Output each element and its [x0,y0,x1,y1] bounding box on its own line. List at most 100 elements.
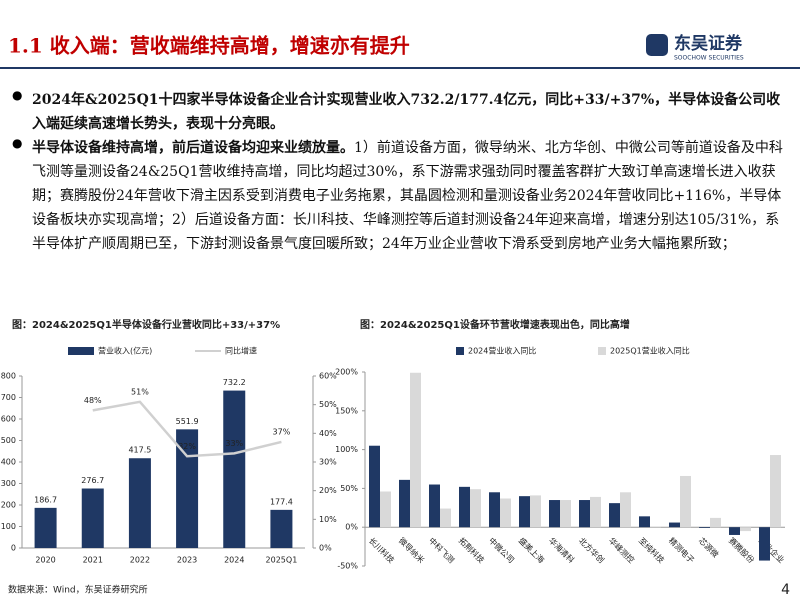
x-tick-label: 微导纳米 [397,535,427,565]
bar [620,492,631,528]
bar [710,517,721,528]
logo-sub: SOOCHOW SECURITIES [674,55,744,62]
legend-swatch [68,347,94,355]
x-tick-label: 2021 [83,556,103,565]
bar [609,503,620,528]
y2-tick-label: 50% [319,400,337,409]
x-tick-label: 芯源微 [697,535,721,559]
bar [440,508,451,528]
bullet-bold: 半导体设备维持高增，前后道设备均迎来业绩放量。 [32,140,354,156]
bar [34,507,57,548]
y-tick-label: 50% [340,484,358,493]
page-title: 1.1 收入端：营收端维持高增，增速亦有提升 [8,34,410,58]
x-tick-label: 华峰测控 [607,535,637,565]
y-tick-label: 600 [1,415,16,424]
bar [519,496,530,528]
legend-swatch [598,347,606,355]
bar [729,527,740,535]
y-tick-label: 100 [1,522,16,531]
bar [429,484,440,528]
data-label: 551.9 [176,417,199,426]
y-tick-label: 150% [335,406,358,415]
source: 数据来源：Wind，东吴证券研究所 [8,584,148,596]
data-label: 417.5 [128,446,151,455]
data-label: 276.7 [81,476,104,485]
y-tick-label: 200% [335,368,358,377]
bar [579,500,590,528]
bar [410,372,421,528]
x-tick-label: 中微公司 [487,535,517,565]
x-tick-label: 2023 [177,556,197,565]
legend-swatch [195,350,221,352]
bar [530,495,541,528]
x-tick-label: 2022 [130,556,150,565]
data-label: 37% [273,427,291,436]
line [92,400,282,458]
data-label: 177.4 [270,497,293,506]
y2-tick-label: 60% [319,372,337,381]
data-label: 33% [225,439,243,448]
x-tick-label: 盛美上海 [517,535,547,565]
y2-tick-label: 0% [319,544,332,553]
bullet-text: 1）前道设备方面，微导纳米、北方华创、中微公司等前道设备及中科飞测等量测设备24… [32,140,783,252]
legend-label: 2025Q1营业收入同比 [610,346,690,356]
bar [369,445,380,528]
x-tick-label: 精测电子 [667,535,697,565]
data-label: 32% [178,442,196,451]
bar [223,390,246,548]
bar [176,429,199,548]
y-tick-label: 500 [1,436,16,445]
bar [500,498,511,528]
y-tick-label: -50% [337,562,358,571]
x-tick-label: 拓荆科技 [457,535,487,565]
bar [128,458,151,548]
bar [650,526,661,528]
x-tick-label: 中科飞测 [427,535,457,565]
y2-tick-label: 40% [319,429,337,438]
legend-label: 2024营业收入同比 [468,346,536,356]
bar [560,500,571,528]
logo-icon [646,34,668,56]
bar [459,486,470,528]
x-tick-label: 华海清科 [547,535,577,565]
bar [590,496,601,528]
data-label: 51% [131,387,149,396]
bullet-bold: 2024年&2025Q1十四家半导体设备企业合计实现营业收入732.2/177.… [32,92,781,132]
y2-tick-label: 30% [319,458,337,467]
x-tick-label: 2024 [224,556,244,565]
chart-title: 图：2024&2025Q1半导体设备行业营收同比+33/+37% [12,318,280,331]
x-tick-label: 赛腾股份 [727,535,757,565]
x-tick-label: 长川科技 [367,535,397,565]
bar [669,522,680,528]
bar [489,492,500,528]
y-tick-label: 800 [1,372,16,381]
legend-label: 同比增速 [225,346,257,356]
bullet: 2024年&2025Q1十四家半导体设备企业合计实现营业收入732.2/177.… [32,88,790,136]
bullet-dot: ● [12,136,23,150]
bar [740,527,751,532]
page-number: 4 [781,582,790,598]
y-tick-label: 700 [1,393,16,402]
y-tick-label: 400 [1,458,16,467]
chart-title: 图：2024&2025Q1设备环节营收增速表现出色，同比高增 [360,318,630,331]
x-tick-label: 至纯科技 [637,535,667,565]
bullet-dot: ● [12,88,23,102]
bar [549,500,560,528]
bar [399,479,410,528]
x-tick-label: 北方华创 [577,535,607,565]
x-tick-label: 2025Q1 [266,556,298,565]
y2-tick-label: 20% [319,486,337,495]
data-label: 48% [84,396,102,405]
bar [759,527,770,561]
bar [380,491,391,528]
logo-text: 东吴证券 [674,33,743,54]
data-label: 732.2 [223,378,246,387]
bar [639,516,650,528]
y-tick-label: 0 [11,544,16,553]
x-tick-label: 2020 [35,556,55,565]
legend-label: 营业收入(亿元) [98,346,152,356]
y-tick-label: 200 [1,501,16,510]
bar [770,455,781,528]
